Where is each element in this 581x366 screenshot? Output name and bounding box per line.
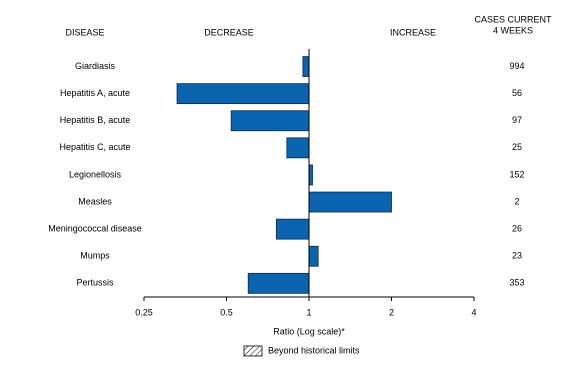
cases-value: 97: [512, 115, 522, 125]
header-increase: INCREASE: [390, 27, 436, 37]
legend-label: Beyond historical limits: [268, 345, 360, 355]
x-tick-label: 0.25: [135, 307, 153, 317]
x-tick-label: 2: [389, 307, 394, 317]
bar: [275, 218, 310, 240]
cases-value: 152: [509, 169, 524, 179]
category-label: Meningococcal disease: [48, 224, 142, 234]
cases-value: 56: [512, 88, 522, 98]
category-label: Measles: [78, 196, 112, 206]
category-label: Legionellosis: [69, 169, 122, 179]
x-tick-label: 0.5: [220, 307, 233, 317]
category-label: Hepatitis B, acute: [60, 115, 131, 125]
cases-value: 353: [509, 278, 524, 288]
bar: [230, 110, 310, 132]
x-tick-label: 1: [306, 307, 311, 317]
category-label: Pertussis: [76, 278, 114, 288]
cases-value: 994: [509, 61, 524, 71]
cases-value: 26: [512, 224, 522, 234]
category-label: Mumps: [80, 251, 110, 261]
legend-swatch: [243, 345, 263, 357]
bar: [247, 272, 310, 294]
x-tick-label: 4: [471, 307, 476, 317]
bar: [308, 191, 392, 213]
category-label: Hepatitis A, acute: [60, 88, 130, 98]
category-label: Hepatitis C, acute: [59, 142, 130, 152]
bar: [176, 83, 310, 105]
bar: [308, 164, 313, 186]
header-disease: DISEASE: [65, 27, 104, 37]
bar: [286, 137, 310, 159]
cases-value: 23: [512, 251, 522, 261]
cases-value: 25: [512, 142, 522, 152]
category-label: Giardiasis: [75, 61, 116, 71]
header-decrease: DECREASE: [204, 27, 254, 37]
cases-value: 2: [514, 196, 519, 206]
bar: [302, 56, 310, 77]
bar: [308, 245, 319, 267]
header-cases: CASES CURRENT: [474, 14, 552, 24]
x-axis-label: Ratio (Log scale)*: [273, 326, 345, 336]
header-cases: 4 WEEKS: [493, 25, 533, 35]
